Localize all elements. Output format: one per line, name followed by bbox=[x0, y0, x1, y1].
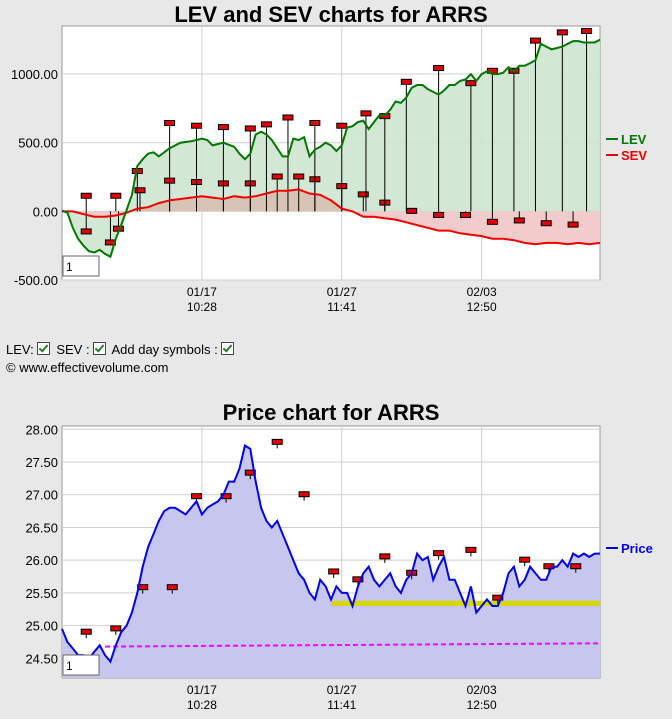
day-marker bbox=[244, 469, 256, 476]
day-marker bbox=[217, 124, 229, 131]
y-tick-label: 27.50 bbox=[25, 455, 58, 470]
sev-label: SEV : bbox=[56, 342, 90, 357]
day-marker bbox=[433, 211, 445, 218]
x-tick-date: 01/27 bbox=[327, 285, 357, 299]
day-marker bbox=[360, 110, 372, 117]
day-marker bbox=[191, 493, 202, 500]
day-marker bbox=[80, 628, 92, 635]
x-tick-date: 02/03 bbox=[467, 285, 497, 299]
day-marker bbox=[134, 187, 146, 194]
sev-line bbox=[62, 188, 601, 246]
day-marker bbox=[513, 217, 525, 224]
day-marker bbox=[271, 173, 283, 180]
day-marker bbox=[406, 207, 418, 214]
sev-area-negative bbox=[62, 211, 600, 245]
y-tick-label: 26.00 bbox=[25, 553, 58, 568]
x-tick-time: 11:41 bbox=[327, 698, 356, 712]
day-marker bbox=[400, 78, 412, 85]
y-tick-label: -500.00 bbox=[14, 273, 58, 288]
x-tick-time: 12:50 bbox=[467, 300, 497, 314]
day-marker bbox=[260, 121, 272, 128]
day-marker bbox=[492, 594, 504, 601]
sev-checkbox[interactable] bbox=[92, 342, 106, 355]
price-chart: Price chart for ARRS 28.00 27.50 27.00 26.50… bbox=[25, 400, 653, 712]
day-marker bbox=[433, 550, 445, 557]
y-tick-label: 25.50 bbox=[25, 586, 58, 601]
y-tick-label: 1000.00 bbox=[11, 67, 58, 82]
price-line bbox=[61, 444, 600, 664]
day-marker bbox=[433, 65, 445, 72]
day-marker bbox=[556, 29, 568, 36]
x-tick-time: 12:50 bbox=[467, 698, 497, 712]
y-tick-label: 25.00 bbox=[25, 619, 58, 634]
day-marker bbox=[110, 625, 122, 632]
legend-label-price: Price bbox=[621, 541, 653, 556]
x-tick-date: 01/17 bbox=[187, 285, 217, 299]
lev-line bbox=[61, 38, 601, 259]
day-marker bbox=[298, 491, 310, 498]
day-marker bbox=[570, 563, 582, 570]
day-marker bbox=[357, 191, 369, 198]
day-marker bbox=[540, 220, 552, 227]
dashed-trend-line bbox=[105, 642, 601, 648]
day-marker bbox=[328, 568, 340, 575]
x-tick-date: 02/03 bbox=[467, 683, 497, 697]
y-tick-label: 0.00 bbox=[33, 204, 58, 219]
day-marker bbox=[465, 546, 477, 553]
day-marker bbox=[567, 221, 579, 228]
chart-controls: LEV: SEV : Add day symbols : bbox=[6, 342, 237, 357]
x-tick-date: 01/17 bbox=[187, 683, 217, 697]
y-tick-label: 27.00 bbox=[25, 488, 58, 503]
zoom-box-label: 1 bbox=[66, 260, 73, 274]
day-marker bbox=[465, 80, 477, 87]
day-marker bbox=[581, 27, 593, 34]
y-tick-label: 500.00 bbox=[18, 136, 58, 151]
lev-label: LEV: bbox=[6, 342, 34, 357]
day-marker bbox=[519, 556, 531, 563]
day-marker bbox=[191, 122, 202, 129]
day-marker bbox=[166, 584, 178, 591]
day-marker bbox=[486, 218, 498, 225]
chart-title: Price chart for ARRS bbox=[223, 400, 440, 425]
day-marker bbox=[352, 576, 364, 583]
y-tick-label: 28.00 bbox=[25, 422, 58, 437]
day-marker bbox=[460, 211, 471, 218]
lev-sev-chart: LEV and SEV charts for ARRS 1000.00 500.00… bbox=[11, 2, 647, 314]
day-marker bbox=[379, 553, 391, 560]
day-marker bbox=[164, 119, 176, 126]
y-tick-label: 26.50 bbox=[25, 520, 58, 535]
y-tick-label: 24.50 bbox=[25, 651, 58, 666]
chart-title: LEV and SEV charts for ARRS bbox=[174, 2, 487, 27]
day-marker bbox=[80, 228, 92, 235]
day-marker bbox=[529, 37, 541, 44]
zoom-box-label: 1 bbox=[66, 659, 73, 673]
day-symbols-label: Add day symbols : bbox=[111, 342, 218, 357]
day-marker bbox=[244, 125, 256, 132]
lev-checkbox[interactable] bbox=[36, 342, 50, 355]
zoom-box bbox=[62, 255, 100, 277]
zoom-box bbox=[62, 654, 100, 676]
day-marker bbox=[80, 192, 92, 199]
day-marker bbox=[271, 438, 283, 445]
day-marker bbox=[336, 122, 348, 129]
day-marker bbox=[282, 114, 294, 121]
day-marker bbox=[110, 192, 122, 199]
day-marker bbox=[293, 173, 305, 180]
copyright: © www.effectivevolume.com bbox=[6, 360, 169, 375]
legend-label-lev: LEV bbox=[621, 132, 647, 147]
x-tick-time: 10:28 bbox=[187, 698, 217, 712]
x-tick-date: 01/27 bbox=[327, 683, 357, 697]
day-symbols-checkbox[interactable] bbox=[220, 342, 234, 355]
legend-label-sev: SEV bbox=[621, 148, 647, 163]
day-marker bbox=[309, 119, 321, 126]
x-tick-time: 10:28 bbox=[187, 300, 217, 314]
x-tick-time: 11:41 bbox=[327, 300, 356, 314]
